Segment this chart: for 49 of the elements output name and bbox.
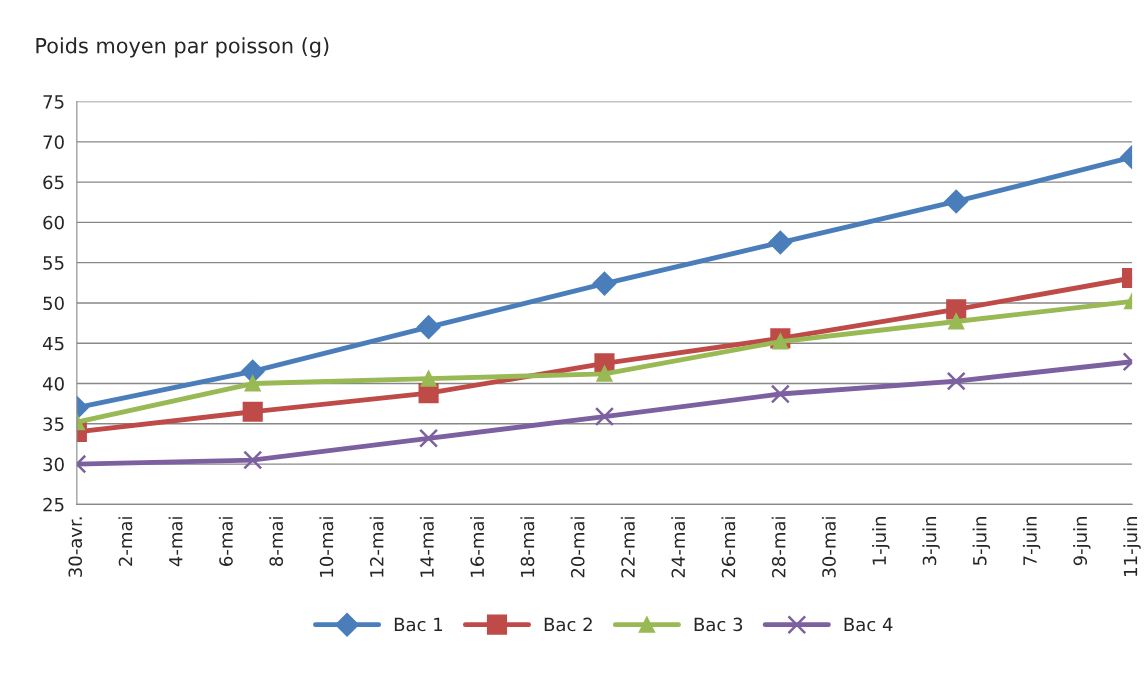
legend-label: Bac 2 — [544, 617, 592, 632]
x-tick-label: 11-juin — [1123, 517, 1141, 576]
x-tick-label: 10-mai — [319, 517, 334, 577]
x-tick-label: 20-mai — [570, 517, 585, 578]
x-tick-label: 30-mai — [821, 517, 836, 578]
x-tick-label: 12-mai — [369, 517, 384, 577]
chart-title: Poids moyen par poisson (g) — [36, 37, 329, 58]
point — [770, 384, 790, 404]
x-tick-label: 14-mai — [419, 517, 434, 577]
y-tick-label: 75 — [43, 95, 64, 109]
x-tick-label: 1-juin — [872, 517, 890, 565]
x-tick-label: 16-mai — [470, 517, 485, 577]
x-tick-label: 6-mai — [218, 517, 233, 566]
y-tick-label: 45 — [42, 336, 64, 351]
x-tick-label: 22-mai — [620, 517, 635, 578]
y-tick-label: 25 — [43, 497, 64, 512]
point — [416, 315, 441, 339]
x-tick-label: 7-juin — [1022, 517, 1041, 565]
point — [243, 450, 263, 470]
y-tick-label: 50 — [43, 296, 64, 311]
y-tick-label: 40 — [42, 376, 64, 391]
x-tick-label: 8-mai — [269, 517, 284, 566]
x-tick-label: 30-avr. — [68, 517, 83, 577]
y-tick-label: 35 — [43, 417, 64, 431]
y-tick-label: 55 — [43, 256, 64, 270]
legend-label: Bac 1 — [394, 617, 443, 632]
x-tick-label: 18-mai — [520, 517, 535, 577]
x-tick-label: 3-juin — [922, 517, 940, 566]
y-tick-label: 70 — [43, 135, 64, 149]
point — [768, 230, 793, 255]
y-tick-label: 60 — [43, 215, 64, 230]
point — [420, 370, 437, 387]
y-tick-label: 30 — [43, 457, 64, 472]
point — [592, 271, 617, 296]
point — [946, 371, 966, 391]
x-tick-label: 5-juin — [972, 517, 991, 565]
point — [772, 333, 789, 350]
legend-label: Bac 4 — [844, 617, 893, 632]
x-tick-label: 28-mai — [771, 517, 786, 578]
x-tick-label: 24-mai — [671, 517, 686, 578]
x-tick-label: 4-mai — [168, 517, 183, 567]
legend-label: Bac 3 — [694, 617, 743, 632]
point — [596, 365, 613, 382]
y-tick-label: 65 — [43, 175, 64, 190]
x-tick-label: 26-mai — [721, 517, 736, 578]
point — [594, 406, 615, 427]
x-tick-label: 9-juin — [1073, 517, 1091, 566]
point — [419, 428, 439, 448]
x-tick-label: 2-mai — [118, 517, 133, 566]
